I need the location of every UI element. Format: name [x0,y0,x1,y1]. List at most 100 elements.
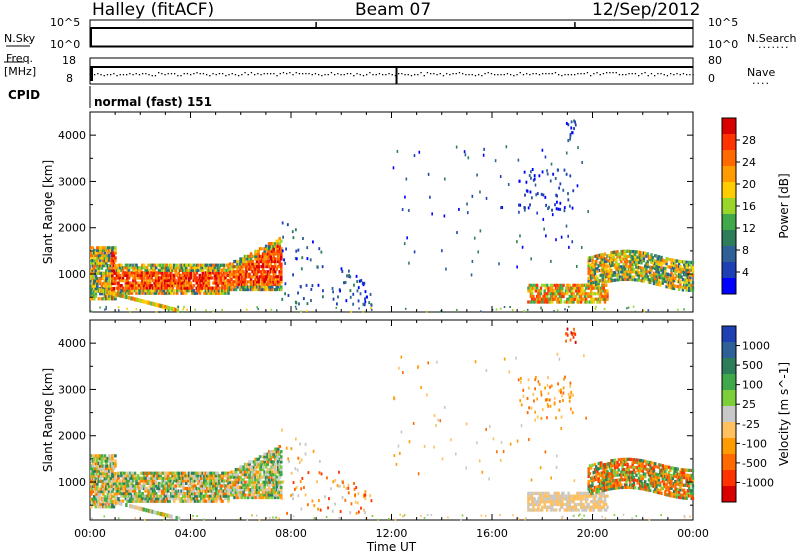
power-echo-cell [272,242,276,246]
velocity-echo-cell [261,467,265,472]
power-echo-cell [278,277,282,281]
velocity-echo-cell [539,500,543,504]
velocity-echo-cell [273,470,277,474]
velocity-echo-cell [94,489,98,494]
velocity-echo-cell [218,476,221,480]
velocity-echo-cell [246,495,250,500]
power-echo-cell [142,289,146,293]
power-echo-cell [675,269,678,273]
velocity-echo-cell [240,493,244,497]
power-echo-cell [646,277,649,281]
power-echo-cell [596,254,599,258]
power-echo-cell [559,182,562,186]
velocity-echo-cell [112,466,116,471]
power-echo-cell [189,283,193,288]
power-echo-cell [102,276,105,281]
power-echo-cell [597,292,600,296]
power-echo-cell [601,297,604,301]
power-echo-cell [184,268,188,272]
velocity-echo-cell [209,481,212,486]
power-echo-cell [589,268,593,272]
power-echo-cell [163,291,167,295]
power-echo-cell [90,246,93,250]
power-echo-cell [111,264,114,268]
power-echo-cell [553,297,556,301]
power-echo-cell [252,282,256,287]
velocity-echo-cell [216,491,220,496]
power-echo-cell [455,145,458,149]
power-echo-cell [255,252,259,256]
velocity-echo-cell [204,494,208,498]
velocity-echo-cell [287,457,290,461]
power-echo-cell [284,282,287,286]
nave-dot [513,75,515,77]
velocity-echo-cell [142,499,146,503]
power-echo-cell [194,266,197,270]
velocity-echo-cell [227,476,230,480]
power-echo-cell [667,283,671,287]
velocity-echo-cell [586,502,589,507]
velocity-echo-cell [113,500,117,505]
velocity-echo-cell [198,476,202,480]
velocity-echo-cell [622,470,626,474]
power-echo-cell [105,305,107,308]
power-echo-cell [551,297,554,301]
power-echo-cell [141,273,144,278]
velocity-echo-cell [145,471,149,475]
velocity-echo-cell [258,475,262,479]
velocity-echo-cell [120,471,123,475]
velocity-echo-cell [584,500,588,504]
power-echo-cell [177,266,181,270]
velocity-echo-cell [124,489,128,493]
power-echo-cell [567,297,570,301]
power-echo-cell [168,291,171,295]
power-echo-cell [236,259,239,264]
nave-dot [666,75,669,77]
power-echo-cell [523,310,525,313]
velocity-echo-cell [249,470,253,474]
velocity-echo-cell [191,489,194,493]
power-echo-cell [103,256,107,260]
velocity-echo-cell [273,467,277,472]
velocity-echo-cell [109,492,113,496]
power-echo-cell [108,253,111,258]
velocity-echo-cell [272,452,276,456]
velocity-echo-cell [279,485,283,489]
power-echo-cell [685,268,688,272]
velocity-echo-cell [147,471,150,475]
power-echo-cell [671,281,675,285]
power-echo-cell [159,289,162,293]
power-echo-cell [169,289,173,293]
velocity-echo-cell [121,486,125,491]
power-echo-cell [108,264,111,268]
velocity-echo-cell [117,489,120,493]
power-echo-cell [573,283,577,287]
velocity-echo-cell [242,493,245,497]
power-echo-cell [111,251,114,255]
velocity-echo-cell [233,470,236,474]
power-echo-cell [568,294,572,299]
power-echo-cell [552,289,555,293]
power-echo-cell [175,273,179,278]
velocity-echo-cell [183,497,187,501]
power-echo-cell [637,278,641,282]
power-echo-cell [621,275,624,279]
power-echo-cell [655,259,658,263]
velocity-echo-cell [286,511,288,515]
power-echo-cell [213,281,217,285]
velocity-echo-cell [270,495,274,500]
power-echo-cell [661,276,664,280]
power-echo-cell [665,257,668,261]
velocity-echo-cell [266,495,269,500]
power-echo-cell [245,275,248,279]
velocity-echo-cell [124,479,128,483]
power-echo-cell [640,268,643,273]
velocity-echo-cell [219,486,223,491]
power-echo-cell [237,272,241,276]
power-echo-cell [206,289,209,293]
power-echo-cell [470,273,473,277]
power-echo-cell [161,304,165,309]
power-echo-cell [612,271,615,275]
power-echo-cell [557,300,560,304]
velocity-echo-cell [248,478,251,482]
